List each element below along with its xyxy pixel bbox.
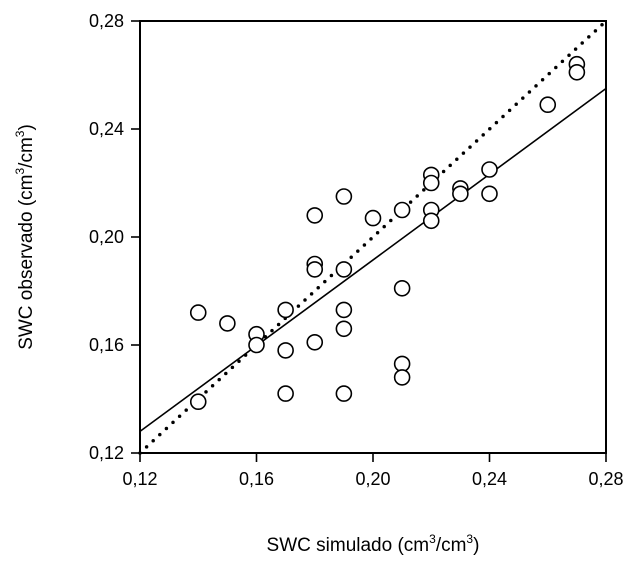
data-point [306, 261, 324, 278]
data-point [306, 333, 324, 351]
data-point [335, 385, 353, 402]
y-tick-label: 0,20 [89, 227, 124, 247]
data-point [335, 301, 353, 319]
x-tick-label: 0,24 [472, 469, 507, 489]
y-axis-title: SWC observado (cm3/cm3) [13, 124, 37, 350]
x-tick-label: 0,16 [239, 469, 274, 489]
data-point [306, 207, 324, 224]
data-point [189, 393, 207, 411]
ticks-layer: 0,12 0,16 0,20 0,24 0,28 0,12 0,16 0,20 0,24 0,28 [89, 11, 624, 489]
data-point [335, 261, 353, 278]
data-point [568, 64, 586, 81]
y-tick-label: 0,16 [89, 335, 124, 355]
y-tick-label: 0,24 [89, 119, 124, 139]
data-point [219, 315, 236, 332]
one-to-one-dotted-line [138, 19, 608, 455]
x-axis-title: SWC simulado (cm3/cm3) [267, 532, 480, 556]
regression-line [139, 87, 607, 433]
data-point [277, 385, 294, 402]
data-point [481, 161, 498, 178]
x-tick-label: 0,20 [355, 469, 390, 489]
y-tick-label: 0,12 [89, 443, 124, 463]
lines-layer [138, 19, 608, 455]
x-tick-label: 0,28 [588, 469, 623, 489]
points-layer [189, 55, 586, 411]
data-point [393, 369, 411, 386]
data-point [452, 185, 469, 203]
data-point [364, 209, 382, 227]
data-point [277, 342, 294, 359]
data-point [539, 96, 557, 113]
data-point [393, 279, 411, 297]
data-point [335, 320, 353, 338]
x-tick-label: 0,12 [122, 469, 157, 489]
data-point [248, 336, 265, 354]
data-point [277, 301, 294, 319]
data-point [481, 185, 498, 203]
data-point [393, 201, 411, 219]
data-point [189, 304, 207, 321]
y-tick-label: 0,28 [89, 11, 124, 31]
data-point [335, 188, 353, 205]
data-point [422, 174, 440, 192]
data-point [422, 212, 440, 230]
